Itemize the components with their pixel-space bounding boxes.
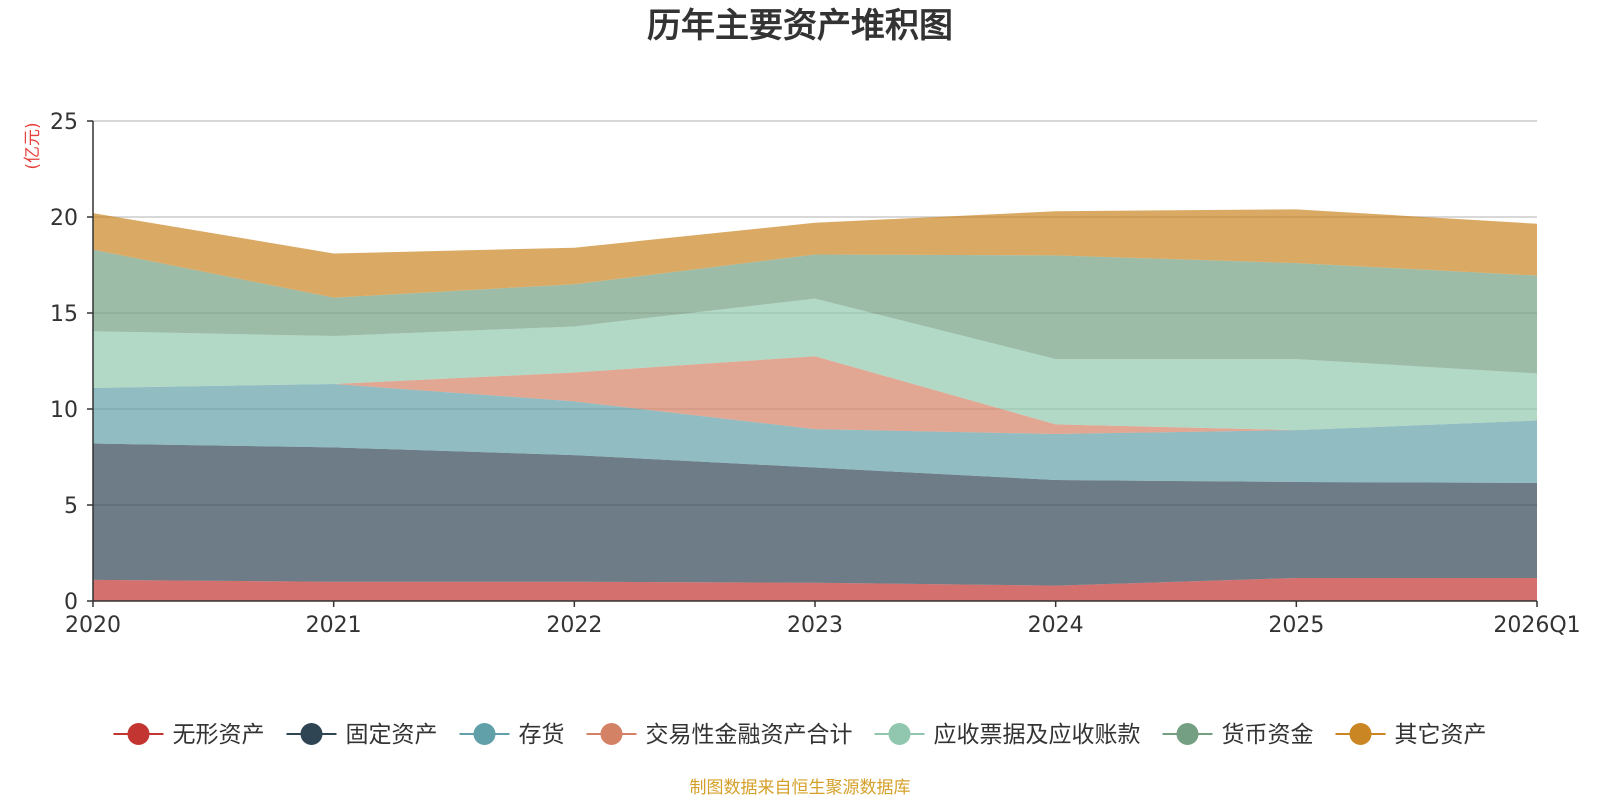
x-tick-label: 2022: [546, 613, 602, 638]
legend-item-1[interactable]: 固定资产: [286, 722, 438, 748]
x-tick-label: 2025: [1268, 613, 1324, 638]
area-series-4[interactable]: [93, 298, 1537, 431]
legend-item-3[interactable]: 交易性金融资产合计: [586, 722, 853, 748]
legend-marker-5: [1176, 723, 1199, 745]
x-tick-label: 2021: [306, 613, 362, 638]
legend-label-5: 货币资金: [1222, 722, 1314, 748]
legend-label-6: 其它资产: [1395, 722, 1487, 748]
y-tick-label: 15: [50, 302, 78, 327]
legend-label-4: 应收票据及应收账款: [934, 722, 1141, 748]
y-tick-label: 5: [64, 494, 78, 519]
legend-label-0: 无形资产: [173, 722, 265, 748]
area-series-0[interactable]: [93, 577, 1537, 601]
legend-label-3: 交易性金融资产合计: [646, 722, 853, 748]
legend-item-5[interactable]: 货币资金: [1162, 722, 1314, 748]
y-tick-label: 20: [50, 206, 78, 231]
legend-item-6[interactable]: 其它资产: [1335, 722, 1487, 748]
source-note: 制图数据来自恒生聚源数据库: [690, 778, 911, 798]
legend-item-4[interactable]: 应收票据及应收账款: [874, 722, 1141, 748]
legend-label-1: 固定资产: [346, 722, 438, 748]
x-tick-label: 2020: [65, 613, 121, 638]
chart-title: 历年主要资产堆积图: [647, 6, 953, 46]
x-tick-label: 2024: [1028, 613, 1084, 638]
legend-marker-4: [888, 723, 911, 745]
area-series-6[interactable]: [93, 209, 1537, 298]
legend-marker-3: [600, 723, 623, 745]
area-series-layer: [93, 209, 1537, 601]
y-tick-label: 25: [50, 110, 78, 135]
area-series-3[interactable]: [93, 356, 1537, 434]
legend-marker-6: [1349, 723, 1372, 745]
legend-marker-1: [300, 723, 323, 745]
y-axis-label: (亿元): [23, 122, 43, 169]
legend-marker-0: [127, 723, 150, 745]
x-tick-label: 2023: [787, 613, 843, 638]
legend-item-0[interactable]: 无形资产: [113, 722, 265, 748]
area-series-1[interactable]: [93, 443, 1537, 586]
legend: 无形资产 固定资产 存货 交易性金融资产合计 应收票据及应收账款 货币资金 其它资产: [113, 722, 1487, 748]
legend-item-2[interactable]: 存货: [459, 722, 565, 748]
area-series-2[interactable]: [93, 384, 1537, 483]
x-tick-label: 2026Q1: [1493, 613, 1580, 638]
legend-label-2: 存货: [519, 722, 565, 748]
y-tick-label: 10: [50, 398, 78, 423]
y-tick-label: 0: [64, 590, 78, 615]
legend-marker-2: [473, 723, 496, 745]
area-series-5[interactable]: [93, 249, 1537, 374]
